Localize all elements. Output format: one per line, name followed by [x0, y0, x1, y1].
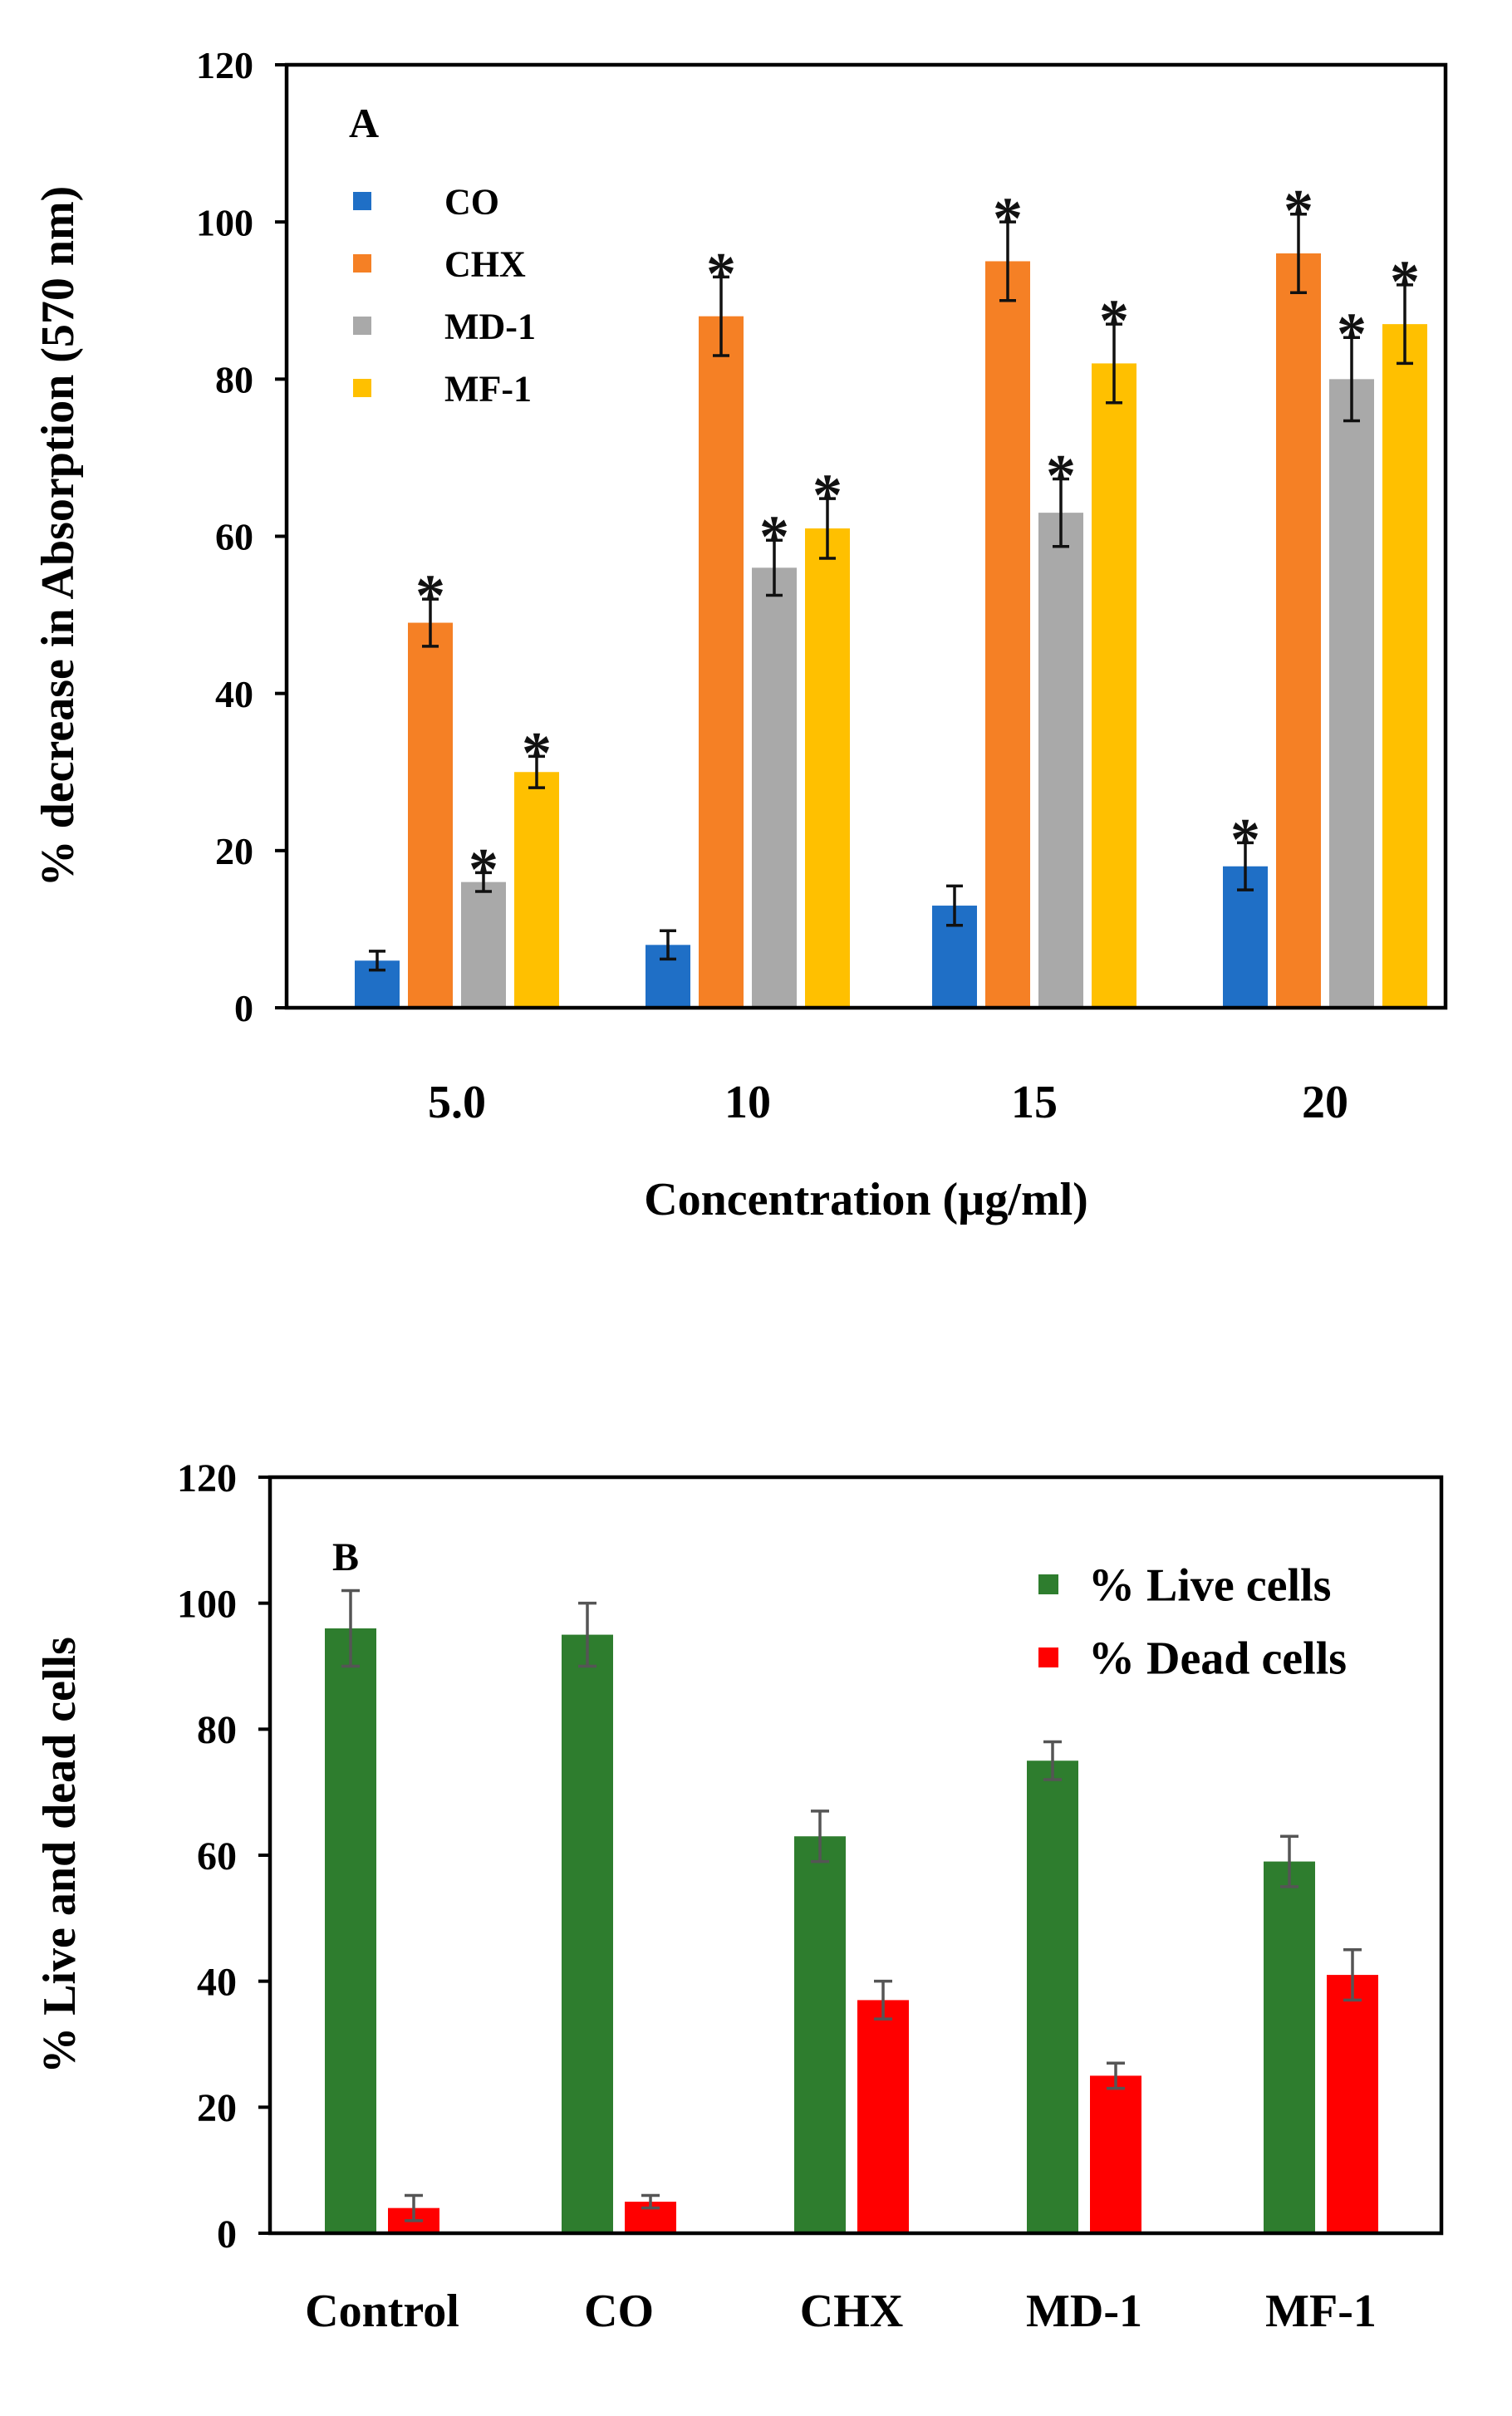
significance-marker: * [1099, 287, 1129, 354]
legend-entry: CHX [444, 243, 526, 284]
y-tick-label: 100 [177, 1582, 237, 1626]
y-tick-label: 120 [177, 1456, 237, 1500]
bar [794, 1836, 846, 2233]
legend-swatch [353, 379, 371, 397]
legend-entry: MF-1 [444, 368, 532, 409]
significance-marker: * [1390, 248, 1420, 315]
y-tick-label: 40 [197, 1960, 237, 2004]
bar [985, 261, 1030, 1008]
legend-swatch [1038, 1647, 1058, 1667]
bar [562, 1634, 613, 2233]
significance-marker: * [1230, 806, 1260, 872]
y-axis-label: % Live and dead cells [34, 1637, 86, 2074]
y-tick-label: 80 [215, 358, 253, 400]
bar [1090, 2075, 1141, 2233]
x-tick-label: 5.0 [428, 1077, 486, 1128]
legend-entry: % Dead cells [1088, 1633, 1347, 1685]
legend-entry: CO [444, 181, 499, 222]
bar [1027, 1760, 1078, 2233]
bar [325, 1628, 376, 2233]
y-tick-label: 120 [196, 44, 253, 86]
significance-marker: * [1284, 178, 1313, 244]
chart-panel-A: * * * * * * * * * * * * * 0 20 40 60 80 100 120 5.0 10 15 20 Con… [32, 44, 1448, 1225]
panel-label: B [332, 1535, 359, 1579]
x-tick-label: MF-1 [1265, 2286, 1377, 2337]
legend: CO CHX MD-1 MF-1 [353, 181, 536, 409]
significance-marker: * [469, 836, 498, 902]
chart-panel-B: 0 20 40 60 80 100 120 Control CO CHX MD-1 MF-1 % Liv… [34, 1456, 1444, 2337]
bar [1092, 363, 1136, 1009]
legend-swatch [353, 192, 371, 210]
legend-entry: MD-1 [444, 306, 536, 346]
significance-marker: * [812, 462, 842, 528]
bar [805, 528, 850, 1008]
legend-swatch [353, 317, 371, 335]
y-tick-label: 40 [215, 673, 253, 715]
significance-marker: * [706, 240, 736, 307]
y-axis-label: % decrease in Absorption (570 nm) [32, 186, 84, 887]
significance-marker: * [1337, 301, 1367, 367]
legend: % Live cells % Dead cells [1038, 1560, 1347, 1685]
x-axis-label: Concentration (µg/ml) [644, 1174, 1088, 1225]
x-tick-label: CHX [800, 2286, 903, 2337]
x-tick-label: 20 [1302, 1077, 1348, 1128]
bar [1038, 513, 1083, 1008]
bar [1276, 253, 1321, 1008]
y-tick-label: 60 [197, 1834, 237, 1878]
legend-entry: % Live cells [1088, 1560, 1331, 1612]
bar [857, 2000, 909, 2233]
y-tick-label: 100 [196, 201, 253, 243]
x-tick-label: 10 [724, 1077, 771, 1128]
bar [1382, 324, 1427, 1008]
x-tick-label: 15 [1011, 1077, 1058, 1128]
significance-marker: * [759, 503, 789, 570]
x-tick-label: CO [584, 2286, 654, 2337]
y-tick-label: 20 [215, 830, 253, 872]
y-tick-label: 80 [197, 1708, 237, 1752]
significance-marker: * [415, 562, 445, 629]
bar [461, 881, 506, 1008]
x-tick-label: MD-1 [1026, 2286, 1142, 2337]
bar [1327, 1975, 1378, 2233]
bar [1264, 1861, 1315, 2233]
legend-swatch [353, 254, 371, 273]
bar [699, 316, 744, 1009]
significance-marker: * [522, 719, 552, 786]
significance-marker: * [1046, 442, 1076, 508]
bar [752, 567, 797, 1008]
bar [514, 772, 559, 1008]
legend-swatch [1038, 1574, 1058, 1594]
y-tick-label: 20 [197, 2086, 237, 2130]
y-tick-label: 0 [234, 987, 253, 1029]
panel-label: A [349, 100, 379, 146]
significance-marker: * [993, 185, 1023, 252]
y-tick-label: 60 [215, 516, 253, 558]
bar [408, 622, 453, 1008]
y-tick-label: 0 [217, 2212, 237, 2256]
x-tick-label: Control [305, 2286, 459, 2337]
bar [1329, 379, 1374, 1008]
